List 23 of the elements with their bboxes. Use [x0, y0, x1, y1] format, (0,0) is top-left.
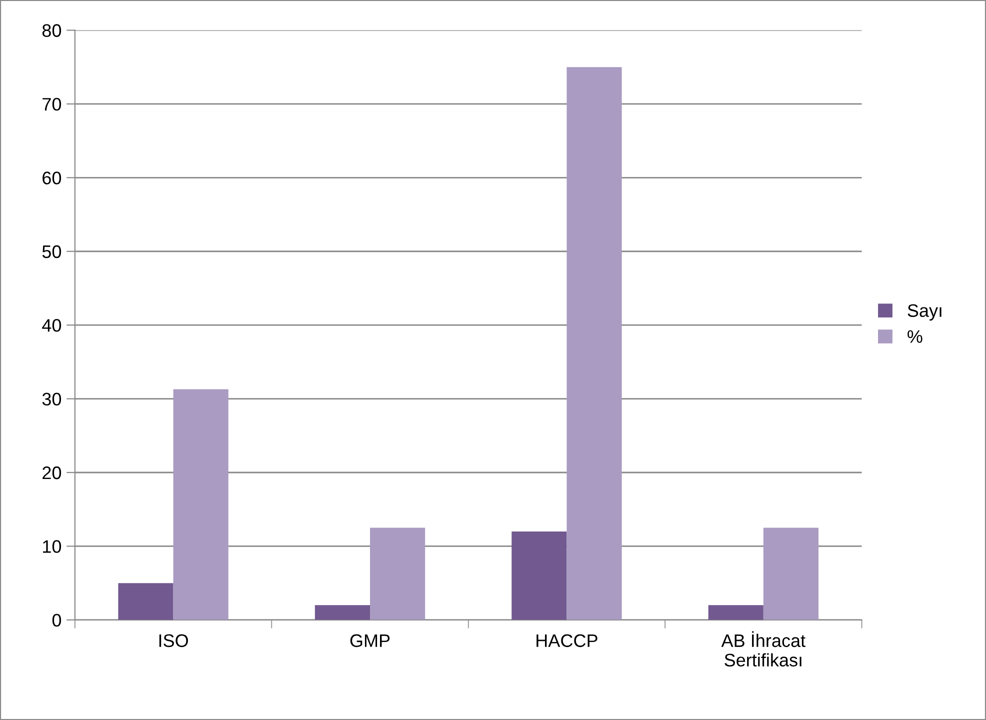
- y-tick-label: 10: [43, 540, 62, 553]
- bar: [566, 67, 622, 620]
- y-tick-label: 80: [42, 24, 62, 37]
- x-tick-label: HACCP: [536, 634, 598, 648]
- bar: [512, 531, 567, 620]
- bar: [370, 528, 426, 620]
- x-tick-label: ISO: [159, 634, 188, 648]
- y-tick-label: 20: [42, 466, 62, 480]
- y-tick-label: 50: [42, 245, 62, 258]
- legend-label: Sayı: [908, 304, 942, 321]
- bar: [173, 389, 228, 620]
- bar: [314, 605, 370, 620]
- legend-label: %: [908, 330, 922, 343]
- x-tick-label: GMP: [350, 634, 390, 648]
- bar: [708, 605, 764, 620]
- y-tick-label: 60: [42, 172, 62, 184]
- y-tick-label: 40: [42, 319, 62, 332]
- bar: [763, 528, 818, 620]
- y-tick-label: 70: [42, 98, 62, 111]
- bar: [118, 583, 174, 620]
- x-tick-label: AB İhracat Sertifikası: [721, 631, 806, 667]
- y-tick-label: 30: [42, 392, 62, 406]
- y-tick-label: 0: [52, 614, 62, 627]
